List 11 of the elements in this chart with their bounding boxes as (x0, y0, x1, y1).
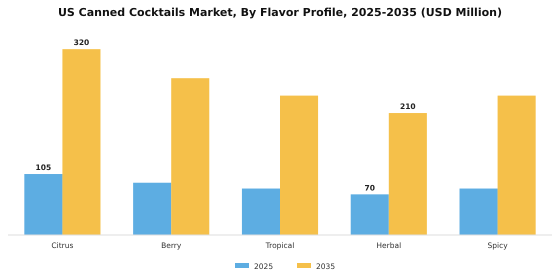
bar (388, 113, 427, 235)
chart-title: US Canned Cocktails Market, By Flavor Profile, 2025-2035 (USD Million) (58, 6, 502, 19)
bar (133, 182, 172, 235)
bar (280, 96, 318, 235)
bar (498, 96, 536, 235)
bar (171, 78, 210, 235)
bar (350, 194, 389, 235)
bar (242, 188, 280, 235)
bar (460, 188, 498, 235)
bar (24, 174, 62, 235)
bar (62, 49, 100, 235)
